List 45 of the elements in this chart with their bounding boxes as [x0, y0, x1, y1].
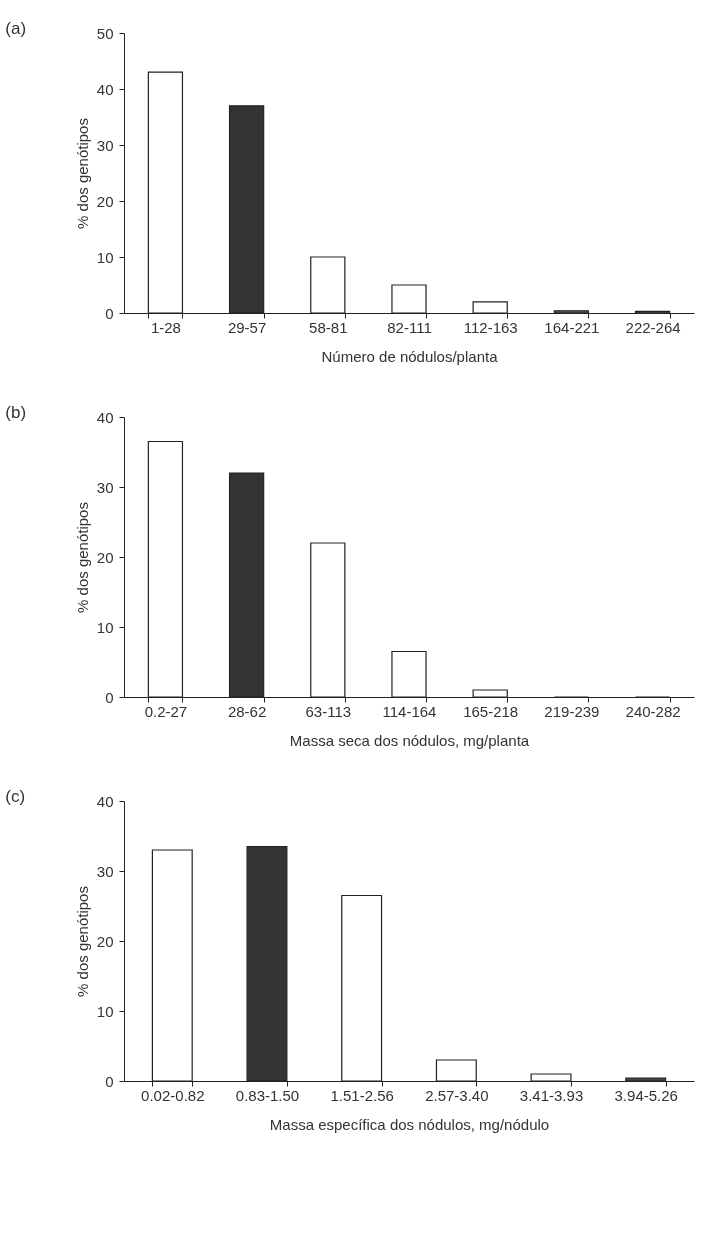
x-tick-label: 1-28 — [150, 318, 181, 336]
y-tick-label: 10 — [96, 1002, 114, 1020]
x-axis-title: Massa seca dos nódulos, mg/planta — [289, 731, 530, 749]
y-tick-label: 0 — [105, 688, 114, 706]
x-tick-label: 1.51-2.56 — [330, 1086, 394, 1104]
y-tick-label: 30 — [96, 862, 114, 880]
y-tick-label: 0 — [105, 304, 114, 322]
y-axis-title: % dos genótipos — [73, 886, 91, 997]
chart-title: (b) — [5, 403, 27, 422]
x-tick-label: 63-113 — [305, 702, 352, 720]
y-tick-label: 30 — [96, 136, 114, 154]
x-tick-label: 0.83-1.50 — [235, 1086, 300, 1104]
y-tick-label: 0 — [105, 1072, 114, 1090]
y-tick-label: 40 — [96, 792, 114, 810]
y-axis-title: % dos genótipos — [73, 502, 91, 613]
y-tick-label: 20 — [96, 932, 114, 950]
y-axis-title: % dos genótipos — [73, 118, 91, 229]
x-tick-label: 28-62 — [227, 702, 267, 720]
x-axis-title: Massa específica dos nódulos, mg/nódulo — [269, 1115, 550, 1133]
x-tick-label: 29-57 — [227, 318, 267, 336]
x-tick-label: 219-239 — [544, 702, 600, 720]
x-tick-label: 58-81 — [309, 318, 348, 336]
x-tick-label: 164-221 — [544, 318, 600, 336]
y-tick-label: 20 — [96, 548, 114, 566]
x-tick-label: 114-164 — [382, 702, 437, 720]
y-tick-label: 30 — [96, 478, 114, 496]
x-tick-label: 3.41-3.93 — [519, 1086, 584, 1104]
x-tick-label: 0.2-27 — [144, 702, 188, 720]
x-tick-label: 112-163 — [463, 318, 518, 336]
x-tick-label: 222-264 — [625, 318, 681, 336]
chart-title: (c) — [5, 787, 26, 806]
x-tick-label: 0.02-0.82 — [141, 1086, 205, 1104]
y-tick-label: 40 — [96, 408, 114, 426]
x-tick-label: 82-111 — [387, 318, 432, 336]
x-tick-label: 3.94-5.26 — [614, 1086, 678, 1104]
x-tick-label: 165-218 — [463, 702, 519, 720]
chart-title: (a) — [5, 19, 27, 38]
y-tick-label: 20 — [96, 192, 114, 210]
y-tick-label: 10 — [96, 618, 114, 636]
y-tick-label: 10 — [96, 248, 114, 266]
x-axis-title: Número de nódulos/planta — [321, 347, 499, 365]
x-tick-label: 2.57-3.40 — [425, 1086, 489, 1104]
y-tick-label: 40 — [96, 80, 114, 98]
x-tick-label: 240-282 — [625, 702, 681, 720]
y-tick-label: 50 — [96, 24, 114, 42]
